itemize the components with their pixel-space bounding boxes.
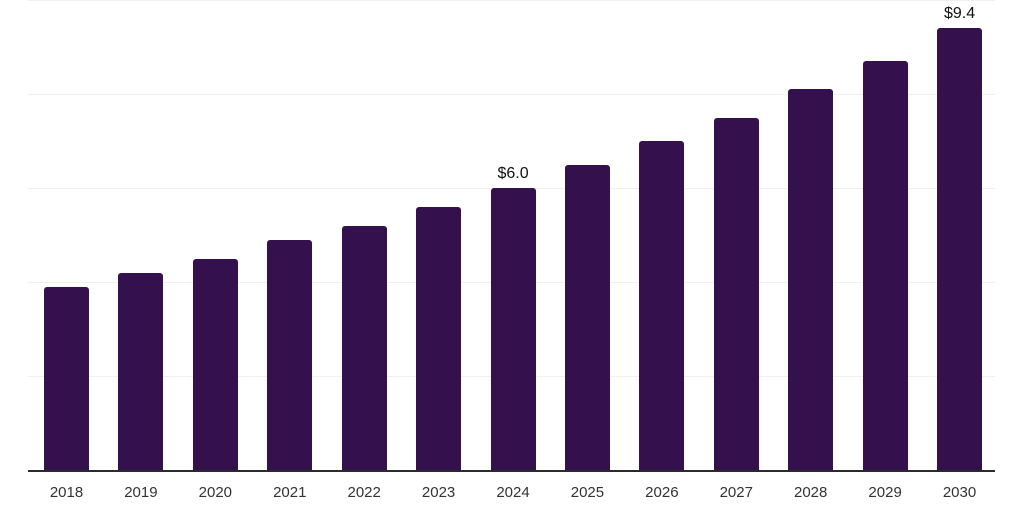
x-axis-line xyxy=(28,470,995,472)
x-tick-label-2028: 2028 xyxy=(794,484,828,501)
bar-2021 xyxy=(267,239,313,470)
x-tick-label-2019: 2019 xyxy=(124,484,158,501)
bar-2030 xyxy=(937,28,983,470)
x-tick-label-2025: 2025 xyxy=(570,484,605,501)
gridline-10 xyxy=(28,0,995,1)
bar-2019 xyxy=(118,272,164,470)
bar-value-label-2024: $6.0 xyxy=(497,165,529,182)
bar-2026 xyxy=(639,141,685,470)
bar-2025 xyxy=(564,164,610,470)
x-tick-label-2020: 2020 xyxy=(198,484,233,501)
x-tick-label-2021: 2021 xyxy=(273,484,307,501)
plot-area: $6.0 $9.4 xyxy=(28,0,995,472)
bar-2022 xyxy=(341,225,387,470)
bar-2029 xyxy=(862,61,908,470)
x-tick-label-2018: 2018 xyxy=(49,484,84,501)
bar-2020 xyxy=(192,258,238,470)
bar-value-label-2030: $9.4 xyxy=(943,5,976,23)
x-tick-label-2023: 2023 xyxy=(421,484,456,501)
gridline-8 xyxy=(28,94,995,95)
bar-2023 xyxy=(416,206,462,470)
bar-2018 xyxy=(44,286,89,470)
bar-2028 xyxy=(788,89,834,470)
bar-2024 xyxy=(490,188,536,470)
x-tick-label-2024: 2024 xyxy=(496,484,530,501)
x-tick-label-2029: 2029 xyxy=(868,484,902,501)
bar-2027 xyxy=(713,117,759,470)
x-tick-label-2030: 2030 xyxy=(942,484,977,501)
x-tick-label-2027: 2027 xyxy=(719,484,753,501)
x-tick-label-2026: 2026 xyxy=(645,484,679,501)
x-tick-label-2022: 2022 xyxy=(347,484,381,501)
